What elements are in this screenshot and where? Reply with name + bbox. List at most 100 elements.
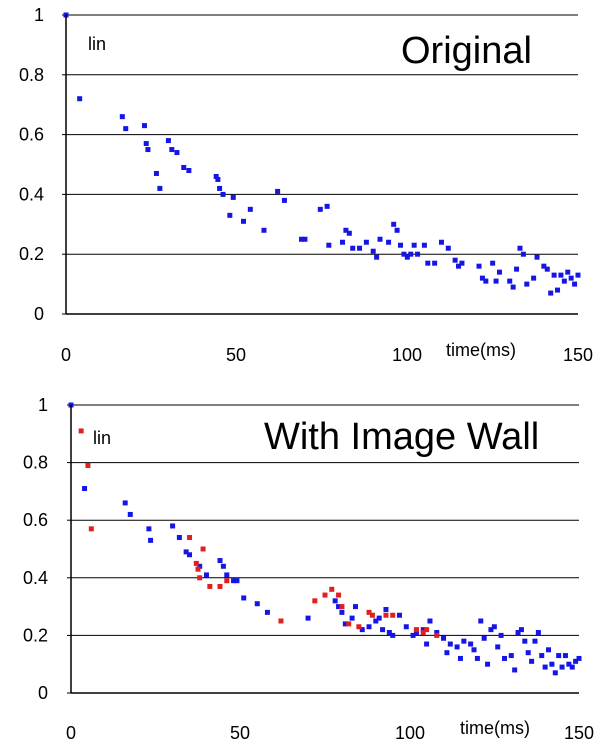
data-point <box>339 239 345 245</box>
data-point <box>224 578 230 584</box>
data-point <box>207 583 213 589</box>
data-point <box>146 526 152 532</box>
data-point <box>394 227 400 233</box>
data-point <box>532 638 538 644</box>
data-point <box>518 627 524 633</box>
data-point <box>508 653 514 659</box>
data-point <box>241 595 247 601</box>
data-point <box>413 627 419 633</box>
data-point <box>411 242 417 248</box>
data-point <box>517 245 523 251</box>
data-point <box>200 546 206 552</box>
data-point <box>420 630 426 636</box>
data-point <box>349 615 355 621</box>
data-point <box>317 206 323 212</box>
data-point <box>322 592 328 598</box>
y-tick-label: 1 <box>38 395 48 415</box>
data-point <box>329 586 335 592</box>
data-point <box>302 236 308 242</box>
data-point <box>524 281 530 287</box>
data-point <box>415 251 421 257</box>
data-point <box>488 627 494 633</box>
data-point <box>441 635 447 641</box>
data-point <box>195 566 201 572</box>
data-point <box>552 670 558 676</box>
data-point <box>376 615 382 621</box>
data-point <box>390 632 396 638</box>
data-point <box>220 191 226 197</box>
data-point <box>512 667 518 673</box>
data-point <box>240 218 246 224</box>
data-point <box>264 609 270 615</box>
y-tick-labels: 0 0.2 0.4 0.6 0.8 1 <box>23 395 71 703</box>
data-point <box>88 526 94 532</box>
x-tick-label: 50 <box>230 723 250 743</box>
data-point <box>425 260 431 266</box>
data-point <box>142 123 148 129</box>
x-tick-label: 0 <box>61 345 71 365</box>
data-point <box>478 618 484 624</box>
data-point <box>420 627 426 633</box>
y-tick-label: 0.4 <box>19 184 44 204</box>
data-point <box>569 664 575 670</box>
data-point <box>346 230 352 236</box>
data-point <box>213 173 219 179</box>
data-point <box>363 239 369 245</box>
data-point <box>220 563 226 569</box>
data-point <box>398 242 404 248</box>
data-point <box>186 167 192 173</box>
data-point <box>170 523 176 529</box>
data-point <box>305 615 311 621</box>
data-point <box>403 624 409 630</box>
y-tick-label: 0.6 <box>19 125 44 145</box>
data-point <box>391 221 397 227</box>
data-point <box>485 661 491 667</box>
data-point <box>456 263 462 269</box>
data-point <box>275 188 281 194</box>
data-point <box>193 560 199 566</box>
data-point <box>565 269 571 275</box>
data-point <box>432 260 438 266</box>
y-tick-label: 1 <box>34 5 44 25</box>
data-point <box>468 641 474 647</box>
data-point <box>370 248 376 254</box>
data-point <box>343 227 349 233</box>
data-point <box>326 242 332 248</box>
data-point <box>424 627 430 633</box>
data-point <box>459 260 465 266</box>
data-point <box>215 176 221 182</box>
data-point <box>510 284 516 290</box>
data-point <box>397 612 403 618</box>
data-point <box>157 185 163 191</box>
data-point <box>324 203 330 209</box>
data-point <box>78 428 84 434</box>
x-tick-labels: 0 50 100 150 <box>61 345 593 365</box>
data-point <box>555 287 561 293</box>
y-tick-label: 0 <box>38 683 48 703</box>
data-point <box>507 278 513 284</box>
data-point <box>123 126 129 132</box>
data-point <box>535 630 541 636</box>
data-point <box>339 609 345 615</box>
data-point <box>476 263 482 269</box>
data-point <box>82 486 88 492</box>
data-point <box>481 635 487 641</box>
data-point <box>217 185 223 191</box>
data-point <box>145 147 151 153</box>
data-point <box>148 537 154 543</box>
data-point <box>445 245 451 251</box>
data-point <box>501 655 507 661</box>
data-point <box>352 604 358 610</box>
data-point <box>183 549 189 555</box>
data-point <box>165 138 171 144</box>
data-point <box>452 257 458 263</box>
data-point <box>373 618 379 624</box>
data-point <box>556 653 562 659</box>
data-point <box>181 164 187 170</box>
data-point <box>227 212 233 218</box>
data-point <box>562 653 568 659</box>
data-point <box>356 624 362 630</box>
data-point <box>281 197 287 203</box>
x-tick-label: 100 <box>392 345 422 365</box>
data-point <box>85 462 91 468</box>
